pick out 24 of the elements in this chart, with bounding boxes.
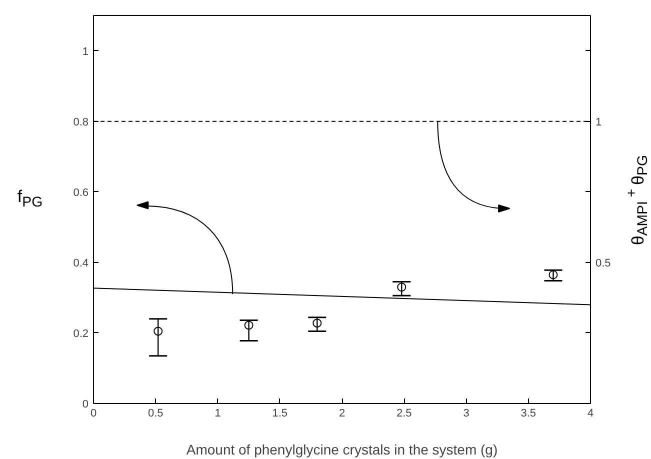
y-tick-label: 0.2 <box>73 328 89 340</box>
point <box>397 282 406 292</box>
y-tick-label: 0.4 <box>73 257 89 270</box>
x-tick-label: 2.5 <box>396 408 412 420</box>
point <box>154 326 163 336</box>
x-tick-label: 0.5 <box>148 408 164 420</box>
y2-tick-label: 1 <box>596 116 602 128</box>
y2-tick-label: 0.5 <box>596 257 611 270</box>
x-tick-label: 0 <box>90 408 97 420</box>
point <box>244 320 254 330</box>
x-tick-label: 2 <box>338 408 346 420</box>
point <box>312 318 322 328</box>
x-tick-label: 1.5 <box>272 408 288 420</box>
x-axis-title: Amount of phenylglycine crystals in the system (g) <box>186 442 498 458</box>
y-tick-label: 0.6 <box>73 186 89 199</box>
y-tick-label: 0.8 <box>73 116 89 128</box>
y-tick-label: 0 <box>82 398 89 410</box>
x-tick-label: 4 <box>587 408 594 420</box>
x-tick-label: 3.5 <box>520 408 536 420</box>
x-tick-label: 1 <box>214 408 221 420</box>
y-axis-title: f$_{PG}$ <box>17 186 43 212</box>
x-tick-label: 3 <box>463 408 470 420</box>
point <box>548 270 558 280</box>
y-tick-label: 1 <box>82 46 89 58</box>
